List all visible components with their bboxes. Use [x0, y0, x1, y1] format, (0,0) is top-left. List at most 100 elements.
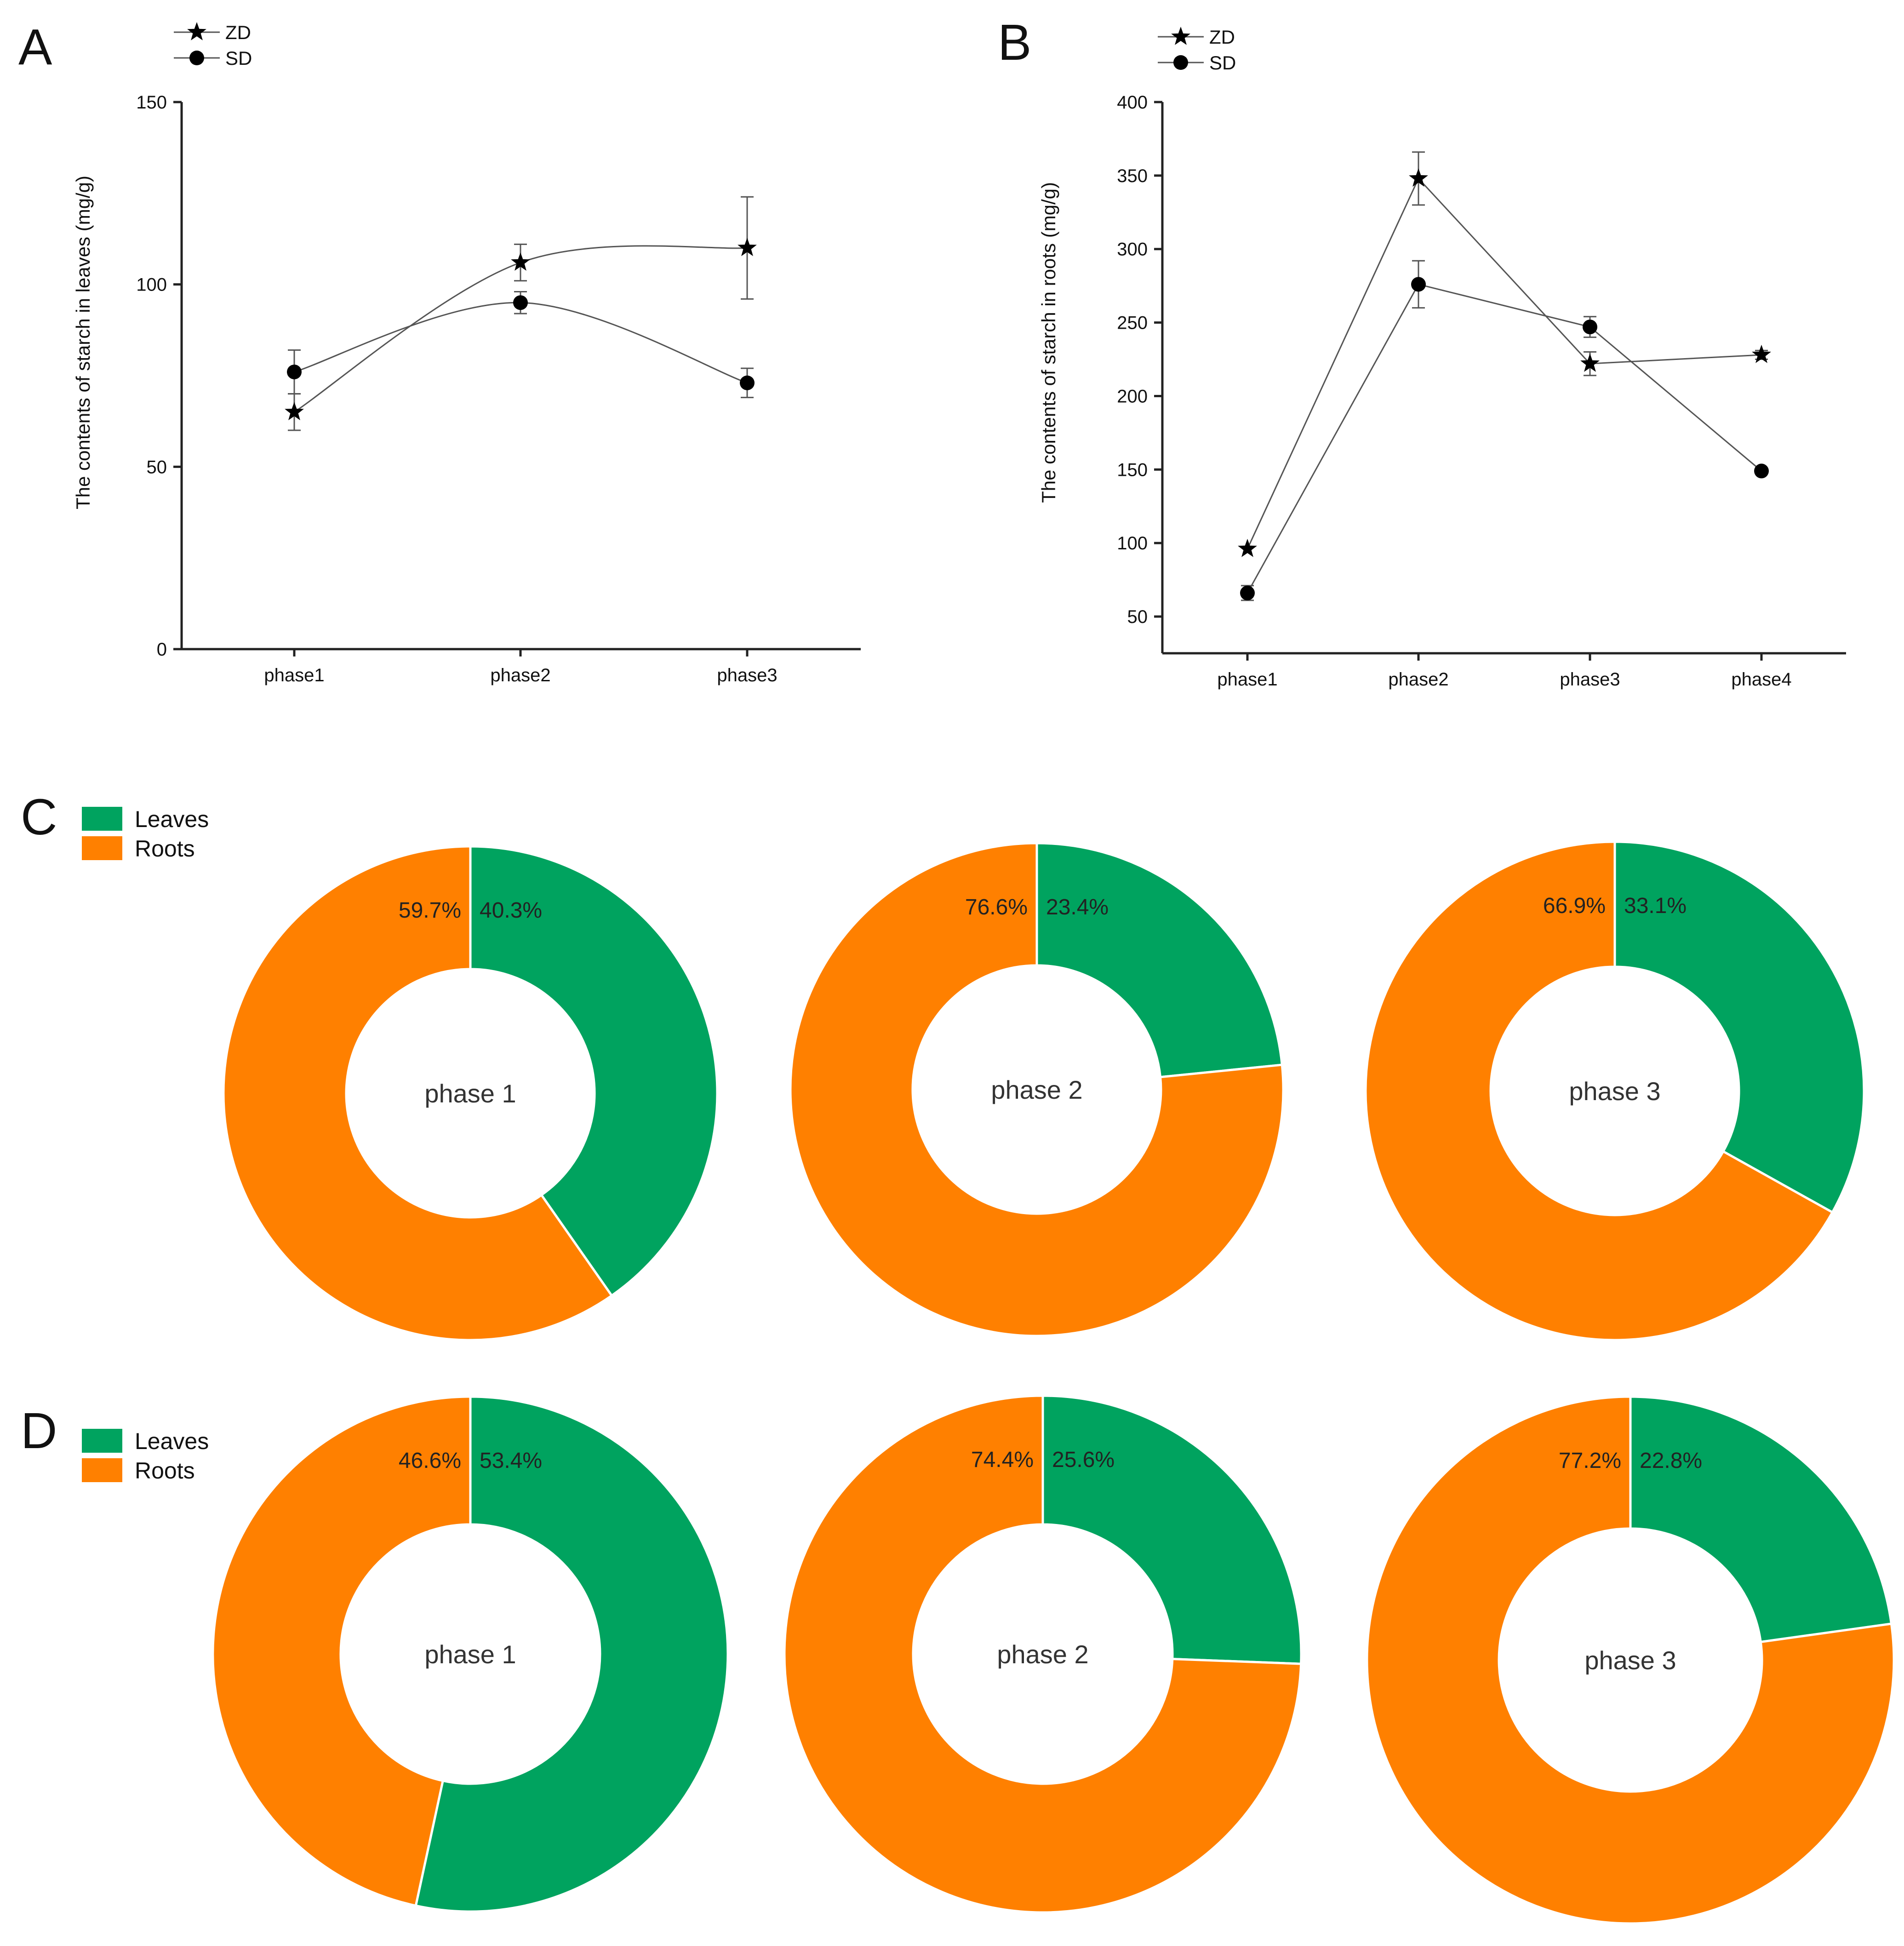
donut-2: phase 2 23.4% 76.6%: [789, 842, 1285, 1337]
panel-b-legend: ZD SD: [1158, 26, 1236, 74]
panel-c-legend: Leaves Roots: [82, 806, 209, 862]
series-line-sd: [1246, 283, 1762, 594]
y-tick-label: 100: [136, 275, 167, 295]
slice-roots: [1366, 1395, 1895, 1925]
roots-percent-label: 77.2%: [1559, 1449, 1621, 1473]
panel-a-y-axis-title: The contents of starch in leaves (mg/g): [72, 176, 94, 509]
legend-swatch-leaves: [82, 1429, 122, 1453]
data-point-zd: [1409, 168, 1428, 187]
slice-leaves: [1613, 840, 1865, 1214]
legend-swatch-roots: [82, 1458, 122, 1482]
x-tick-label: phase1: [264, 665, 324, 685]
donut-1: phase 1 53.4% 46.6%: [212, 1395, 729, 1913]
data-point-sd: [1411, 277, 1426, 292]
y-tick-label: 350: [1117, 166, 1148, 186]
donut-3: phase 3 22.8% 77.2%: [1366, 1395, 1895, 1925]
donut-3: phase 3 33.1% 66.9%: [1364, 840, 1865, 1341]
roots-percent-label: 59.7%: [399, 898, 461, 923]
data-point-sd: [1754, 463, 1769, 479]
legend-marker-zd: [1171, 27, 1190, 45]
leaves-percent-label: 23.4%: [1046, 895, 1109, 919]
legend-label-roots: Roots: [135, 1458, 195, 1484]
data-point-sd: [1583, 320, 1597, 335]
y-tick-label: 0: [157, 639, 167, 660]
panel-b-axes: 50 100 150 200 250 300 350 400 phase1 phase2 phase…: [1117, 92, 1846, 690]
data-point-zd: [1238, 539, 1257, 557]
x-tick-label: phase2: [490, 665, 550, 685]
roots-percent-label: 66.9%: [1543, 894, 1606, 918]
slice-roots: [789, 842, 1285, 1337]
panel-b-y-axis-title: The contents of starch in roots (mg/g): [1038, 182, 1059, 503]
donut-center-label: phase 2: [997, 1640, 1088, 1669]
data-point-zd: [1580, 354, 1600, 372]
series-line-sd: [294, 302, 748, 384]
leaves-percent-label: 53.4%: [480, 1449, 542, 1473]
roots-percent-label: 74.4%: [971, 1448, 1034, 1472]
donut-center-label: phase 3: [1569, 1077, 1660, 1106]
donut-1: phase 1 40.3% 59.7%: [222, 845, 719, 1341]
legend-marker-zd: [187, 22, 206, 40]
donut-center-label: phase 1: [424, 1079, 516, 1108]
data-point-sd: [740, 375, 755, 390]
panel-a-letter: A: [18, 19, 52, 75]
leaves-percent-label: 25.6%: [1052, 1448, 1115, 1472]
donut-center-label: phase 3: [1584, 1646, 1676, 1675]
y-tick-label: 200: [1117, 386, 1148, 406]
y-tick-label: 400: [1117, 92, 1148, 113]
x-tick-label: phase2: [1388, 669, 1448, 690]
donut-center-label: phase 2: [991, 1075, 1082, 1104]
slice-roots: [783, 1394, 1303, 1914]
legend-label-sd: SD: [225, 47, 252, 69]
panel-d-donut-charts: D Leaves Roots phase 1 53.4% 46.6% phase 2 25…: [21, 1394, 1895, 1925]
y-tick-label: 150: [1117, 460, 1148, 480]
panel-d-letter: D: [21, 1403, 57, 1459]
legend-label-leaves: Leaves: [135, 1428, 209, 1454]
x-tick-label: phase1: [1217, 669, 1277, 690]
x-tick-label: phase3: [717, 665, 777, 685]
y-tick-label: 50: [147, 457, 167, 477]
leaves-percent-label: 22.8%: [1640, 1449, 1702, 1473]
slice-roots: [222, 845, 613, 1341]
panel-d-legend: Leaves Roots: [82, 1428, 209, 1484]
y-tick-label: 50: [1127, 607, 1148, 627]
legend-marker-sd: [189, 51, 204, 65]
data-point-sd: [287, 365, 302, 380]
panel-a-line-chart: A ZD SD The contents of starch in leaves …: [18, 19, 861, 685]
legend-label-leaves: Leaves: [135, 806, 209, 832]
slice-roots: [1364, 840, 1834, 1341]
slice-leaves: [1041, 1394, 1303, 1665]
panel-b-letter: B: [998, 14, 1031, 71]
panel-b-plot-area: [1238, 151, 1771, 601]
data-point-zd: [738, 238, 757, 257]
leaves-percent-label: 40.3%: [480, 898, 542, 923]
legend-swatch-leaves: [82, 807, 122, 831]
slice-leaves: [1629, 1395, 1893, 1644]
panel-a-plot-area: [285, 196, 757, 431]
roots-percent-label: 76.6%: [965, 895, 1028, 919]
legend-label-zd: ZD: [1209, 26, 1235, 48]
y-tick-label: 250: [1117, 313, 1148, 333]
panel-a-axes: 0 50 100 150 phase1 phase2 phase3: [136, 92, 861, 685]
slice-roots: [212, 1395, 472, 1907]
slice-leaves: [1035, 842, 1284, 1079]
legend-label-zd: ZD: [225, 22, 251, 43]
panel-a-legend: ZD SD: [174, 22, 252, 69]
panel-c-donuts: phase 140.3%59.7%phase 223.4%76.6%phase …: [222, 840, 1865, 1341]
legend-marker-sd: [1173, 55, 1188, 70]
data-point-zd: [285, 402, 304, 421]
leaves-percent-label: 33.1%: [1624, 894, 1687, 918]
panel-d-donuts: phase 153.4%46.6%phase 225.6%74.4%phase …: [212, 1394, 1895, 1925]
x-tick-label: phase3: [1560, 669, 1620, 690]
data-point-sd: [1240, 585, 1255, 600]
legend-swatch-roots: [82, 836, 122, 860]
y-tick-label: 100: [1117, 533, 1148, 554]
donut-2: phase 2 25.6% 74.4%: [783, 1394, 1303, 1914]
panel-c-letter: C: [21, 789, 57, 845]
donut-center-label: phase 1: [424, 1640, 516, 1669]
slice-leaves: [414, 1395, 729, 1913]
panel-c-donut-charts: C Leaves Roots phase 1 40.3% 59.7% phase 2 23…: [21, 789, 1865, 1341]
roots-percent-label: 46.6%: [399, 1449, 461, 1473]
x-tick-label: phase4: [1731, 669, 1791, 690]
legend-label-sd: SD: [1209, 52, 1236, 74]
